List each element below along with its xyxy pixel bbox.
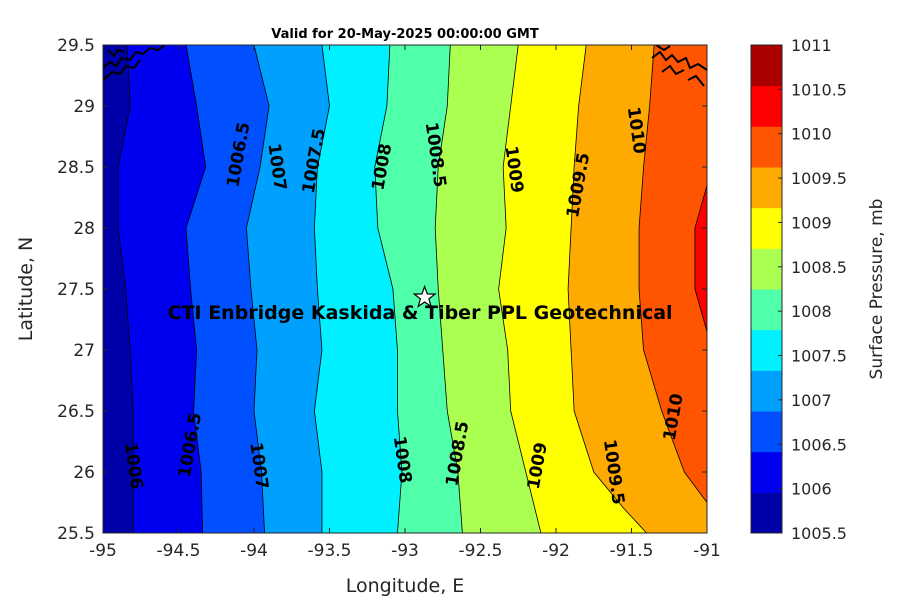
colorbar-swatch (751, 207, 782, 249)
contour-line-1010 (638, 45, 707, 503)
y-tick-label: 26.5 (57, 402, 95, 422)
colorbar-swatch (751, 492, 782, 534)
colorbar-tick-label: 1008 (791, 302, 832, 321)
contour-line-1006 (117, 45, 134, 533)
colorbar-tick-label: 1010 (791, 125, 832, 144)
colorbar-tick-label: 1009.5 (791, 169, 847, 188)
fill-band-9 (639, 45, 707, 503)
colorbar-tick-label: 1007 (791, 391, 832, 410)
colorbar-frame (750, 44, 783, 534)
y-axis-label: Latitude, N (15, 237, 37, 342)
x-axis-label: Longitude, E (346, 575, 465, 597)
colorbar-swatch (751, 248, 782, 290)
colorbar-swatch (751, 329, 782, 371)
y-axis: 25.5 26 26.5 27 27.5 28 28.5 29 29.5 (57, 36, 707, 544)
x-tick-label: -93 (391, 541, 419, 561)
site-star-marker (412, 284, 437, 308)
contour-line-1010.5 (694, 185, 707, 332)
contour-line-1008.5 (434, 45, 463, 533)
contour-line-1008 (374, 45, 403, 533)
colorbar-swatch (751, 411, 782, 453)
colorbar: 1005.5 1006 1006.5 1007 1007.5 1008 1008.5 1009… (750, 36, 847, 543)
x-axis: -95 -94.5 -94 -93.5 -93 -92.5 -92 -91.5 -91 (89, 45, 721, 561)
contour-line-1009.5 (567, 45, 647, 533)
y-tick-label: 29.5 (57, 36, 95, 56)
fill-band-10 (694, 185, 707, 332)
colorbar-tick-label: 1008.5 (791, 258, 847, 277)
coastline (103, 45, 707, 87)
chart-title: Valid for 20-May-2025 00:00:00 GMT (271, 27, 539, 42)
x-tick-label: -92.5 (459, 541, 503, 561)
colorbar-swatch (751, 451, 782, 493)
x-tick-label: -94 (240, 541, 268, 561)
y-tick-label: 28 (73, 219, 95, 239)
y-tick-label: 27.5 (57, 280, 95, 300)
contour-line-1009 (498, 45, 542, 533)
x-tick-label: -91 (693, 541, 721, 561)
x-tick-label: -92 (542, 541, 570, 561)
colorbar-tick-label: 1006.5 (791, 435, 847, 454)
y-tick-label: 27 (73, 341, 95, 361)
colorbar-tick-label: 1007.5 (791, 347, 847, 366)
colorbar-label: Surface Pressure, mb (867, 199, 887, 380)
colorbar-tick-label: 1006 (791, 480, 832, 499)
colorbar-swatch (751, 85, 782, 127)
y-tick-label: 28.5 (57, 158, 95, 178)
y-tick-label: 25.5 (57, 524, 95, 544)
colorbar-tick-label: 1010.5 (791, 80, 847, 99)
colorbar-swatch (751, 126, 782, 168)
x-tick-label: -93.5 (308, 541, 352, 561)
y-tick-label: 29 (73, 97, 95, 117)
colorbar-tick-label: 1009 (791, 213, 832, 232)
contour-line-1006.5 (185, 45, 207, 533)
contour-line-1007 (246, 45, 270, 533)
colorbar-tick-label: 1005.5 (791, 524, 847, 543)
colorbar-swatch (751, 289, 782, 331)
x-tick-label: -94.5 (157, 541, 201, 561)
coastline-east (651, 45, 707, 87)
colorbar-swatch (751, 45, 782, 87)
site-annotation: CTI Enbridge Kaskida & Tiber PPL Geotech… (168, 302, 673, 324)
contour-line-1007.5 (313, 45, 330, 533)
colorbar-swatch (751, 167, 782, 209)
colorbar-tick-label: 1011 (791, 36, 832, 55)
x-tick-label: -91.5 (610, 541, 654, 561)
colorbar-swatch (751, 370, 782, 412)
y-tick-label: 26 (73, 463, 95, 483)
coastline-west (103, 45, 166, 81)
x-tick-label: -95 (89, 541, 117, 561)
